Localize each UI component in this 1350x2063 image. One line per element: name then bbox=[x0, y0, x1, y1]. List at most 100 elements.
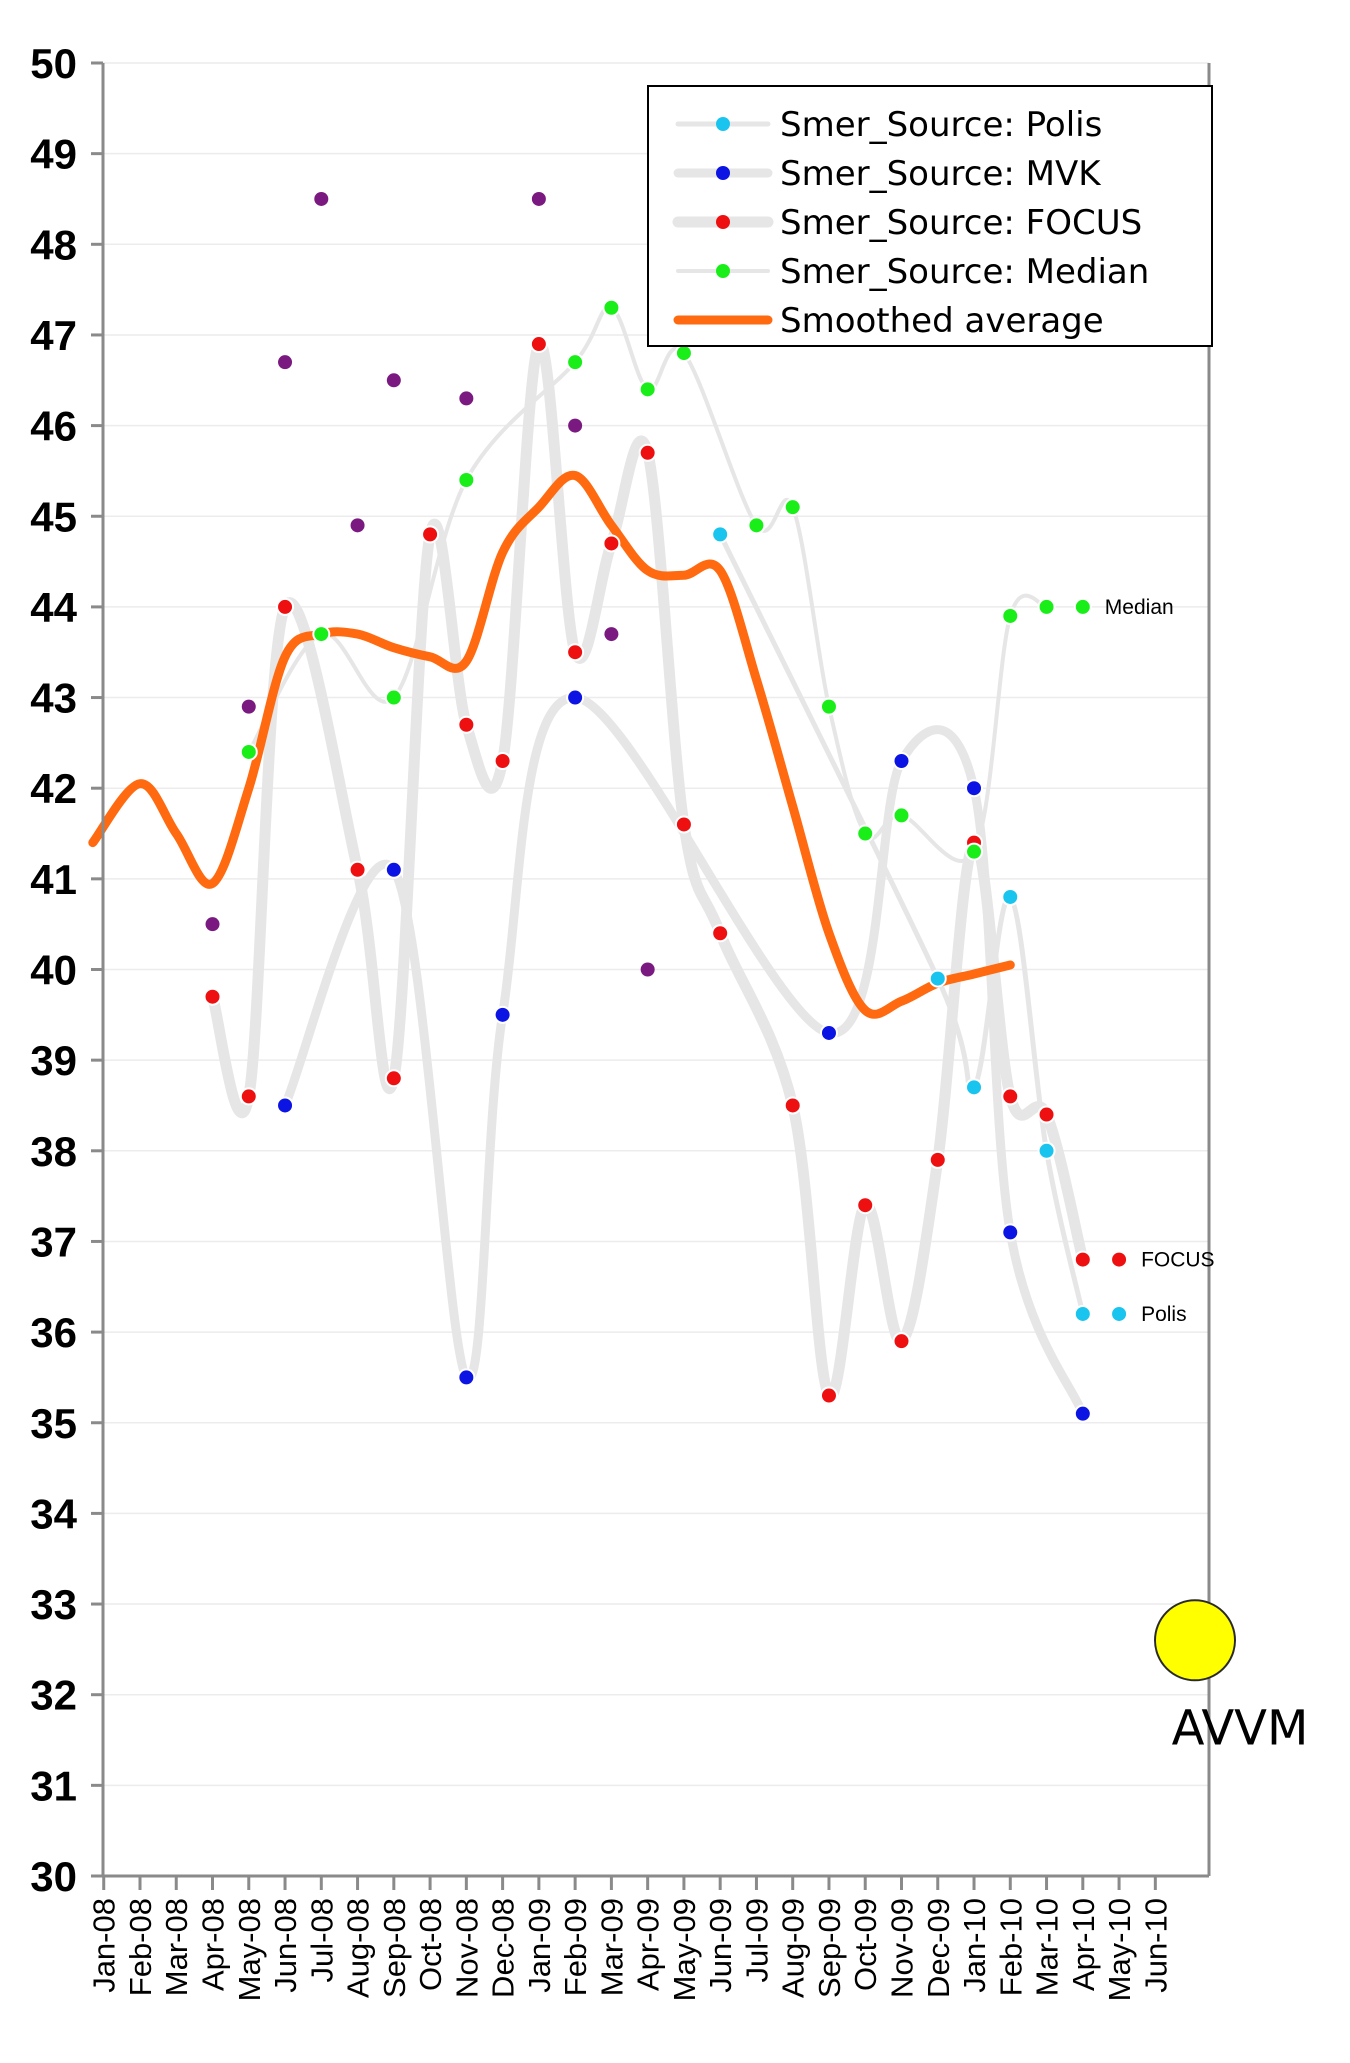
x-tick-label: Feb-08 bbox=[123, 1898, 158, 1996]
x-tick-label: Apr-10 bbox=[1066, 1898, 1101, 1991]
data-point-polis bbox=[711, 525, 730, 544]
legend-swatch-marker bbox=[716, 215, 730, 229]
x-tick-label: Aug-09 bbox=[776, 1898, 811, 1998]
y-tick-label: 43 bbox=[30, 675, 77, 722]
annotations: Median FOCUS Polis bbox=[1073, 596, 1215, 1326]
x-tick-label: Oct-08 bbox=[413, 1898, 448, 1991]
data-point-median bbox=[892, 806, 911, 825]
y-tick-label: 38 bbox=[30, 1128, 77, 1175]
data-point bbox=[205, 917, 220, 932]
x-tick-label: May-10 bbox=[1102, 1898, 1137, 2001]
data-point-focus bbox=[239, 1087, 258, 1106]
x-tick-label: Mar-09 bbox=[594, 1898, 629, 1996]
data-point-median bbox=[602, 298, 621, 317]
y-axis-ticks: 30 31 32 33 34 35 36 37 38 39 40 41 42 43 44 45 46 47 48 49… bbox=[30, 40, 103, 1900]
unlabeled-points bbox=[205, 191, 655, 977]
x-tick-label: Nov-09 bbox=[884, 1898, 919, 1998]
y-tick-label: 32 bbox=[30, 1672, 77, 1719]
data-point-mvk bbox=[384, 860, 403, 879]
data-point-focus bbox=[783, 1096, 802, 1115]
data-point-focus bbox=[566, 643, 585, 662]
x-tick-label: Feb-09 bbox=[558, 1898, 593, 1996]
data-point-mvk bbox=[1001, 1223, 1020, 1242]
data-point-polis bbox=[1001, 887, 1020, 906]
avvm-marker: AVVM bbox=[1154, 1599, 1308, 1756]
data-point-median bbox=[384, 688, 403, 707]
data-point bbox=[568, 418, 583, 433]
y-tick-label: 39 bbox=[30, 1037, 77, 1084]
legend: Smer_Source: Polis Smer_Source: MVK Smer_S… bbox=[647, 85, 1213, 347]
data-point bbox=[531, 191, 546, 206]
y-tick-label: 35 bbox=[30, 1400, 77, 1447]
x-tick-label: Mar-10 bbox=[1030, 1898, 1065, 1996]
data-point-focus bbox=[457, 715, 476, 734]
data-point-median bbox=[566, 353, 585, 372]
data-point-median bbox=[312, 625, 331, 644]
x-tick-label: Apr-08 bbox=[196, 1898, 231, 1991]
data-point bbox=[350, 518, 365, 533]
x-tick-label: Sep-09 bbox=[812, 1898, 847, 1998]
data-point bbox=[459, 391, 474, 406]
x-tick-label: May-09 bbox=[667, 1898, 702, 2001]
y-tick-label: 42 bbox=[30, 765, 77, 812]
legend-box bbox=[647, 85, 1213, 347]
x-tick-label: Jul-08 bbox=[304, 1898, 339, 1982]
x-tick-label: Jan-09 bbox=[522, 1898, 557, 1993]
data-point-mvk bbox=[566, 688, 585, 707]
annotation-label: FOCUS bbox=[1141, 1249, 1215, 1272]
data-point-median bbox=[1001, 606, 1020, 625]
data-point-median bbox=[819, 697, 838, 716]
data-point-mvk bbox=[457, 1368, 476, 1387]
y-tick-label: 30 bbox=[30, 1853, 77, 1900]
y-tick-label: 45 bbox=[30, 493, 77, 540]
data-point bbox=[314, 191, 329, 206]
legend-swatch-marker bbox=[716, 264, 730, 278]
data-point-mvk bbox=[819, 1023, 838, 1042]
data-point-median bbox=[674, 344, 693, 363]
y-tick-label: 34 bbox=[30, 1490, 77, 1537]
data-point bbox=[640, 962, 655, 977]
x-tick-label: Dec-09 bbox=[921, 1898, 956, 1998]
annotation-label: Polis bbox=[1141, 1303, 1187, 1326]
data-point-mvk bbox=[965, 779, 984, 798]
x-tick-label: Jul-09 bbox=[739, 1898, 774, 1982]
data-point-polis bbox=[928, 969, 947, 988]
y-tick-label: 50 bbox=[30, 40, 77, 87]
legend-entry: Smoothed average bbox=[780, 301, 1104, 341]
data-point-focus bbox=[421, 525, 440, 544]
x-tick-label: Jun-09 bbox=[703, 1898, 738, 1993]
data-point-mvk bbox=[892, 752, 911, 771]
data-point-mvk bbox=[493, 1005, 512, 1024]
data-point-focus bbox=[384, 1069, 403, 1088]
x-tick-label: Oct-09 bbox=[848, 1898, 883, 1991]
x-axis-ticks: Jan-08 Feb-08 Mar-08 Apr-08 May-08 Jun-08 Jul-… bbox=[87, 1876, 1173, 2001]
data-point-focus bbox=[493, 752, 512, 771]
y-tick-label: 36 bbox=[30, 1309, 77, 1356]
annotation-marker bbox=[1110, 1304, 1129, 1323]
x-tick-label: Jan-08 bbox=[87, 1898, 122, 1993]
data-point-focus bbox=[638, 443, 657, 462]
legend-entry: Smer_Source: Median bbox=[780, 252, 1149, 292]
data-point-median bbox=[965, 842, 984, 861]
x-tick-label: Mar-08 bbox=[159, 1898, 194, 1996]
series-points bbox=[203, 298, 1092, 1423]
data-point-focus bbox=[348, 860, 367, 879]
y-tick-label: 40 bbox=[30, 947, 77, 994]
data-point-focus bbox=[1073, 1250, 1092, 1269]
data-point-polis bbox=[965, 1078, 984, 1097]
y-tick-label: 41 bbox=[30, 856, 77, 903]
annotation-label: Median bbox=[1105, 596, 1174, 619]
avvm-circle bbox=[1154, 1599, 1236, 1682]
data-point-focus bbox=[819, 1386, 838, 1405]
data-point-focus bbox=[1001, 1087, 1020, 1106]
legend-swatch-marker bbox=[716, 166, 730, 180]
annotation-marker bbox=[1110, 1250, 1129, 1269]
data-point-polis bbox=[1073, 1304, 1092, 1323]
data-point-focus bbox=[602, 534, 621, 553]
x-tick-label: Jun-08 bbox=[268, 1898, 303, 1993]
data-point bbox=[604, 627, 619, 642]
data-point bbox=[278, 355, 293, 370]
y-tick-label: 48 bbox=[30, 221, 77, 268]
data-point bbox=[386, 373, 401, 388]
y-tick-label: 44 bbox=[30, 584, 77, 631]
